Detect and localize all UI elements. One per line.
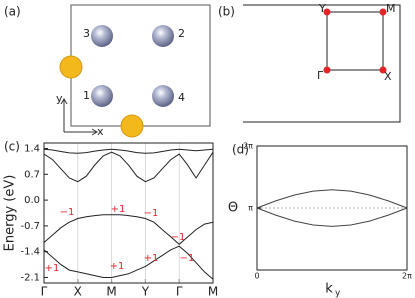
annotation: −1	[144, 208, 159, 219]
site	[120, 114, 144, 138]
site	[59, 55, 83, 79]
annotation: +1	[110, 261, 125, 272]
x-axis-label: k	[325, 282, 333, 297]
panel-label: (a)	[4, 5, 21, 19]
x-tick-label: M	[208, 285, 218, 298]
k-point	[379, 8, 387, 16]
annotation: +1	[144, 253, 159, 264]
y-tick-label: -0.7	[20, 221, 40, 232]
band-line	[256, 189, 408, 209]
x-tick-label: Γ	[176, 285, 183, 298]
annotation: −1	[60, 207, 75, 218]
path	[326, 11, 384, 71]
x-tick-label: Γ	[41, 285, 48, 298]
atom	[152, 25, 174, 47]
x-tick-label: X	[74, 285, 82, 298]
panel-label: (c)	[4, 140, 20, 154]
atom-label: 3	[83, 27, 90, 40]
annotation: −1	[171, 232, 186, 243]
annotation: +1	[111, 204, 126, 215]
annotation: +1	[45, 263, 60, 274]
atom-label: 1	[83, 89, 90, 102]
axis-label: y	[56, 92, 63, 105]
axes-arrows	[60, 98, 98, 136]
y-tick-label: 0.7	[24, 169, 40, 180]
unit-cell	[70, 4, 211, 127]
axis-label: x	[97, 125, 104, 138]
k-point	[323, 8, 331, 16]
x-tick-label: M	[106, 285, 116, 298]
atom	[91, 85, 113, 107]
annotation: −1	[180, 253, 195, 264]
band-line	[43, 245, 214, 280]
x-tick-label: Y	[141, 285, 150, 298]
band-line	[43, 151, 214, 183]
atom-label: 2	[178, 27, 185, 40]
y-axis-label: Energy (eV)	[3, 175, 18, 252]
y-tick-label: -1.4	[20, 247, 40, 258]
y-tick-label: 2π	[243, 142, 253, 151]
atom	[91, 25, 113, 47]
plot-frame	[43, 142, 214, 284]
y-tick-label: -2.1	[20, 272, 40, 283]
x-tick-label: 2π	[402, 272, 412, 281]
k-point	[323, 66, 331, 74]
k-point	[379, 66, 387, 74]
panel-label: (b)	[218, 5, 235, 19]
k-label: X	[384, 70, 392, 83]
band-line	[43, 148, 214, 154]
y-axis-label: Θ	[228, 201, 238, 216]
atom	[152, 85, 174, 107]
atom-label: 4	[178, 91, 185, 104]
k-label: Γ	[317, 69, 324, 82]
x-axis-label-sub: y	[335, 289, 341, 298]
k-label: Y	[318, 2, 326, 15]
plot-frame	[256, 145, 408, 271]
k-label: M	[386, 2, 396, 15]
y-tick-label: 1.4	[24, 144, 40, 155]
y-tick-label: π	[248, 203, 253, 212]
bz-border	[243, 4, 401, 123]
band-line	[43, 214, 214, 245]
band-line	[256, 207, 408, 227]
x-tick-label: 0	[254, 272, 259, 281]
y-tick-label: 0.0	[24, 195, 40, 206]
panel-label: (d)	[232, 143, 249, 157]
